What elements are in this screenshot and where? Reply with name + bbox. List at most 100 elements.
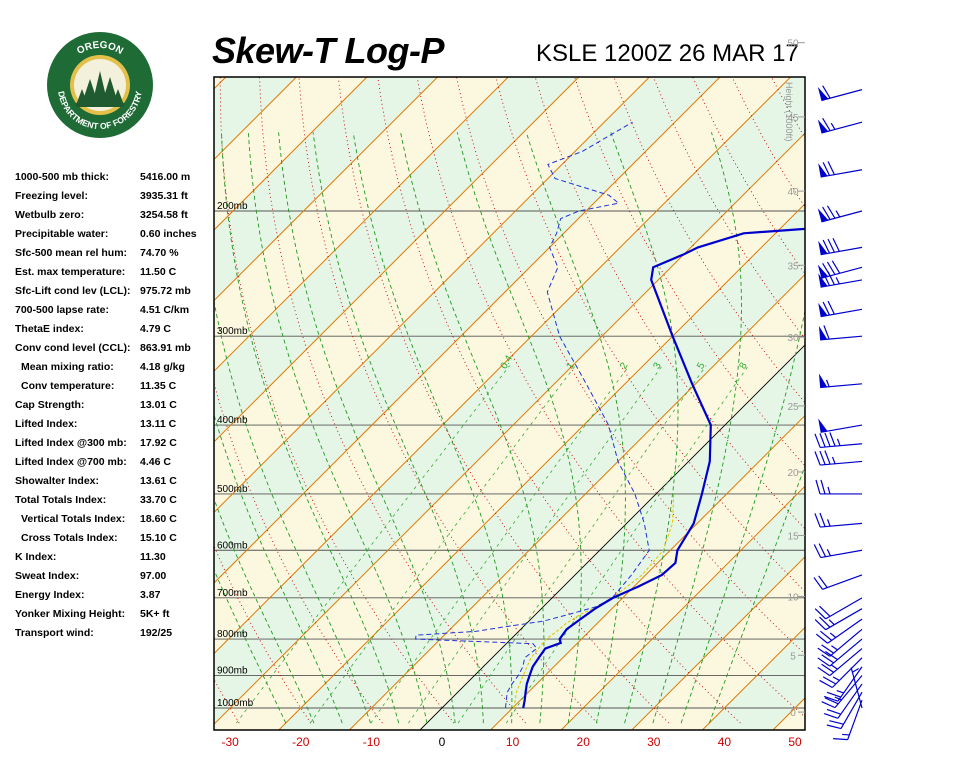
stat-value: 3254.58 ft [140,209,188,221]
wind-barb-staff [827,618,863,644]
wind-barb-halfflag [826,519,831,527]
isotherm-band [702,627,805,730]
isotherm-band [844,77,960,730]
isobar-label: 600mb [217,540,248,551]
wind-barb-flag [818,575,828,588]
dry-adiabat-line [337,77,670,724]
stat-label: Precipitable water: [15,228,109,240]
stat-label: Total Totals Index: [15,494,107,506]
stat-row: Transport wind: 192/25 [15,624,215,642]
dry-adiabat-line [495,77,805,592]
mixing-ratio-line [370,365,630,724]
dry-adiabat-line [652,77,805,340]
stat-row: Total Totals Index: 33.70 C [15,491,215,509]
wind-barb [813,543,863,559]
wind-barb-staff [820,246,863,256]
isotherm-band [214,77,805,725]
moist-adiabat-line [400,132,545,724]
isotherm-band [773,698,805,730]
dry-adiabat-line [534,77,805,530]
stat-value: 15.10 C [140,532,177,544]
mixing-ratio-line [505,365,749,724]
wind-barb-flag [822,676,837,685]
mixing-ratio-label: 3 [651,360,664,371]
wind-barb-flag [826,708,841,715]
wind-barb-flag [822,85,831,99]
wind-barb-flag [814,451,821,466]
stat-row: 700-500 lapse rate: 4.51 C/km [15,301,215,319]
moist-adiabat-line [221,132,400,724]
wind-barb-staff [825,597,863,620]
x-tick-label: -30 [222,735,240,749]
wind-barb-halfflag [826,549,832,557]
mixing-ratio-label: 1 [564,360,577,371]
stat-row: Lifted Index @700 mb: 4.46 C [15,453,215,471]
wind-barb-halfflag [832,676,840,681]
isotherm-band [631,556,805,730]
wind-barb-flag [819,679,833,689]
stat-value: 97.00 [140,570,167,582]
stat-row: Sweat Index: 97.00 [15,567,215,585]
dry-adiabat-line [936,0,960,723]
wind-barb [818,300,863,318]
stat-row: ThetaE index: 4.79 C [15,320,215,338]
tree-icon [76,71,124,107]
stat-label: Transport wind: [15,627,94,639]
stat-label: Lifted Index: [15,418,78,430]
wind-barb-staff [821,266,863,279]
stat-row: Lifted Index @300 mb: 17.92 C [15,434,215,452]
height-tick-label: 0 [790,708,796,719]
mixing-ratio-label: 0.4 [499,353,516,371]
x-tick-label: 50 [788,735,802,749]
moist-adiabat-line [708,464,805,724]
stat-value: 4.79 C [140,323,171,335]
moist-adiabat-line [610,132,679,724]
temperature-line [522,227,805,709]
wind-barb-staff [820,169,863,178]
wind-barb-flag [814,608,827,620]
isotherm-line [844,77,960,730]
wind-barb-flag [826,261,836,275]
stat-row: Precipitable water: 0.60 inches [15,225,215,243]
stat-value: 5K+ ft [140,608,170,620]
wind-barb-flag [823,695,839,702]
wind-barb-halfflag [831,645,838,651]
isotherm-line [631,556,805,730]
wind-barb-flag [824,450,831,465]
wind-barb-staff [831,657,863,688]
stat-label: Cap Strength: [15,399,85,411]
wind-barb-flag [819,512,826,527]
wind-barb-pennant [817,119,829,134]
moist-adiabat-line [214,299,371,724]
dewpoint-line [415,121,650,709]
height-tick-label: 5 [790,651,796,662]
isotherm-line [278,203,805,730]
mixing-ratio-line [309,365,576,724]
stat-row: Yonker Mixing Height: 5K+ ft [15,605,215,623]
wind-barb-flag [832,238,840,252]
dry-adiabat-line [377,77,741,724]
wind-barb-halfflag [828,619,835,626]
wind-barb-halfflag [842,733,850,736]
isotherm-line [214,77,791,655]
stat-label: Showalter Index: [15,475,100,487]
stat-value: 975.72 mb [140,285,191,297]
wind-barb-flag [827,271,835,286]
wind-barb [817,205,863,223]
stat-label: Freezing level: [15,190,88,202]
wind-barb-staff [820,308,863,318]
stat-row: Showalter Index: 13.61 C [15,472,215,490]
stat-label: Sfc-Lift cond lev (LCL): [15,285,131,297]
stat-label: 1000-500 mb thick: [15,171,109,183]
isobar-label: 700mb [217,588,248,599]
wind-barb [817,117,863,134]
wind-barb [815,618,863,644]
isotherm-line [349,273,805,730]
stat-row: Vertical Totals Index: 18.60 C [15,510,215,528]
wind-barb-staff [820,383,863,389]
wind-barb-halfflag [834,696,842,701]
isobar-label: 300mb [217,326,248,337]
stat-value: 11.30 [140,551,166,563]
stat-label: ThetaE index: [15,323,84,335]
height-tick-label: 25 [787,402,799,413]
